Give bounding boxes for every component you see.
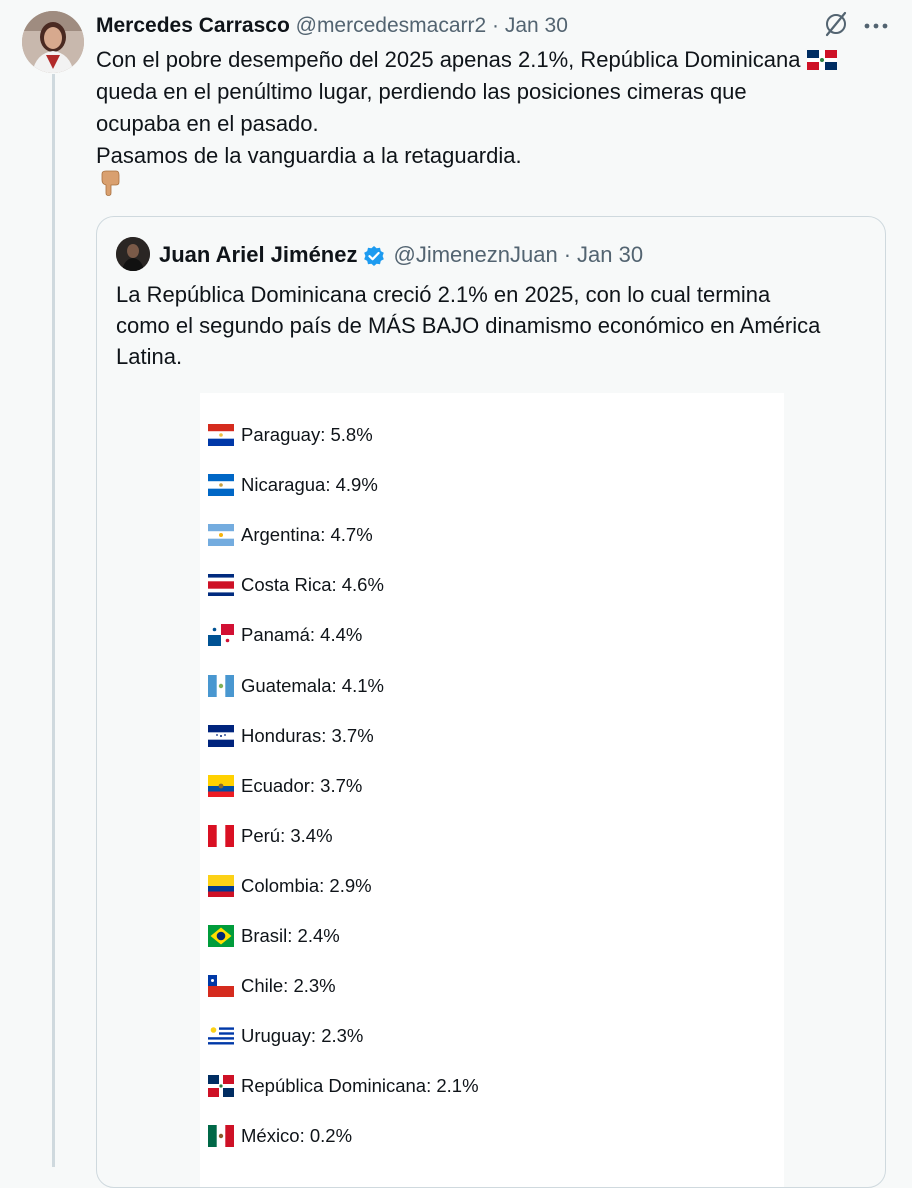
ranking-row: Nicaragua: 4.9%: [208, 470, 378, 500]
flag-ec-icon: [208, 774, 234, 797]
author-name[interactable]: Mercedes Carrasco: [96, 14, 290, 37]
ranking-row: Argentina: 4.7%: [208, 520, 373, 550]
ranking-row: Costa Rica: 4.6%: [208, 570, 384, 600]
ranking-label: Nicaragua: 4.9%: [241, 474, 378, 496]
growth-ranking-image[interactable]: Paraguay: 5.8% Nicaragua: 4.9% Argentina: …: [200, 393, 784, 1187]
dominican-flag-emoji-icon: [806, 47, 837, 72]
separator-dot: ·: [563, 242, 572, 267]
flag-py-icon: [208, 424, 234, 446]
flag-co-icon: [208, 874, 234, 897]
ranking-row: Guatemala: 4.1%: [208, 671, 384, 701]
ranking-row: Colombia: 2.9%: [208, 871, 372, 901]
ranking-label: Panamá: 4.4%: [241, 624, 363, 646]
quoted-author-handle[interactable]: @JimeneznJuan: [393, 242, 558, 267]
flag-gt-icon: [208, 674, 234, 697]
flag-pa-icon: [208, 624, 234, 647]
ranking-label: Ecuador: 3.7%: [241, 774, 363, 796]
tweet-line: Pasamos de la vanguardia a la retaguardi…: [96, 143, 522, 168]
tweet-line: ocupaba en el pasado.: [96, 111, 319, 136]
ranking-label: Uruguay: 2.3%: [241, 1025, 364, 1047]
flag-br-icon: [208, 925, 234, 947]
ranking-label: Honduras: 3.7%: [241, 724, 374, 746]
tweet-line: queda en el penúltimo lugar, perdiendo l…: [96, 79, 747, 104]
ranking-label: República Dominicana: 2.1%: [241, 1075, 479, 1097]
flag-ni-icon: [208, 474, 234, 497]
tweet-date[interactable]: Jan 30: [504, 14, 568, 37]
ranking-label: Chile: 2.3%: [241, 975, 336, 997]
ranking-row: República Dominicana: 2.1%: [208, 1071, 479, 1101]
ranking-label: Perú: 3.4%: [241, 824, 333, 846]
ranking-label: Guatemala: 4.1%: [241, 674, 384, 696]
ranking-row: Honduras: 3.7%: [208, 721, 374, 751]
ranking-row: Panamá: 4.4%: [208, 620, 362, 650]
quoted-tweet-card[interactable]: Juan Ariel Jiménez @JimeneznJuan · Jan 3…: [96, 216, 886, 1188]
tweet-actions: [822, 11, 888, 41]
author-handle[interactable]: @mercedesmacarr2: [295, 14, 487, 37]
verified-badge-icon: [363, 244, 385, 266]
quoted-tweet-line: Latina.: [116, 344, 183, 369]
flag-hn-icon: [208, 724, 234, 747]
flag-cr-icon: [208, 574, 234, 597]
more-icon[interactable]: [864, 17, 888, 35]
tweet-line: Con el pobre desempeño del 2025 apenas 2…: [96, 44, 896, 76]
ranking-row: Brasil: 2.4%: [208, 921, 340, 951]
ranking-label: México: 0.2%: [241, 1125, 353, 1147]
tweet-header: Mercedes Carrasco @mercedesmacarr2 · Jan…: [96, 11, 882, 41]
ranking-label: Argentina: 4.7%: [241, 524, 373, 546]
ranking-label: Brasil: 2.4%: [241, 925, 340, 946]
flag-pe-icon: [208, 824, 234, 847]
ranking-label: Colombia: 2.9%: [241, 874, 372, 896]
flag-do-icon: [208, 1075, 234, 1098]
ranking-row: Chile: 2.3%: [208, 971, 336, 1001]
thread-connector-line: [52, 74, 55, 1167]
quoted-tweet-body: La República Dominicana creció 2.1% en 2…: [116, 279, 876, 372]
quoted-author-name[interactable]: Juan Ariel Jiménez: [159, 242, 358, 267]
quoted-tweet-date[interactable]: Jan 30: [577, 242, 644, 267]
quoted-tweet-line: La República Dominicana creció 2.1% en 2…: [116, 282, 771, 307]
separator-dot: ·: [492, 14, 500, 37]
flag-uy-icon: [208, 1025, 234, 1048]
ranking-row: Uruguay: 2.3%: [208, 1021, 363, 1051]
quoted-tweet-header: Juan Ariel Jiménez @JimeneznJuan · Jan 3…: [159, 239, 643, 271]
author-avatar[interactable]: [22, 11, 84, 73]
pointing-down-hand-icon: [99, 170, 121, 196]
flag-cl-icon: [208, 975, 234, 998]
ranking-row: Ecuador: 3.7%: [208, 771, 362, 801]
grok-slash-icon[interactable]: [822, 10, 850, 43]
ranking-row: México: 0.2%: [208, 1121, 352, 1151]
flag-mx-icon: [208, 1125, 234, 1148]
ranking-label: Costa Rica: 4.6%: [241, 574, 384, 596]
ranking-label: Paraguay: 5.8%: [241, 424, 373, 445]
ranking-row: Paraguay: 5.8%: [208, 420, 373, 450]
ranking-row: Perú: 3.4%: [208, 821, 333, 851]
tweet-body: Con el pobre desempeño del 2025 apenas 2…: [96, 44, 896, 172]
flag-ar-icon: [208, 524, 234, 547]
quoted-tweet-line: como el segundo país de MÁS BAJO dinamis…: [116, 313, 821, 338]
quoted-author-avatar[interactable]: [116, 237, 150, 271]
